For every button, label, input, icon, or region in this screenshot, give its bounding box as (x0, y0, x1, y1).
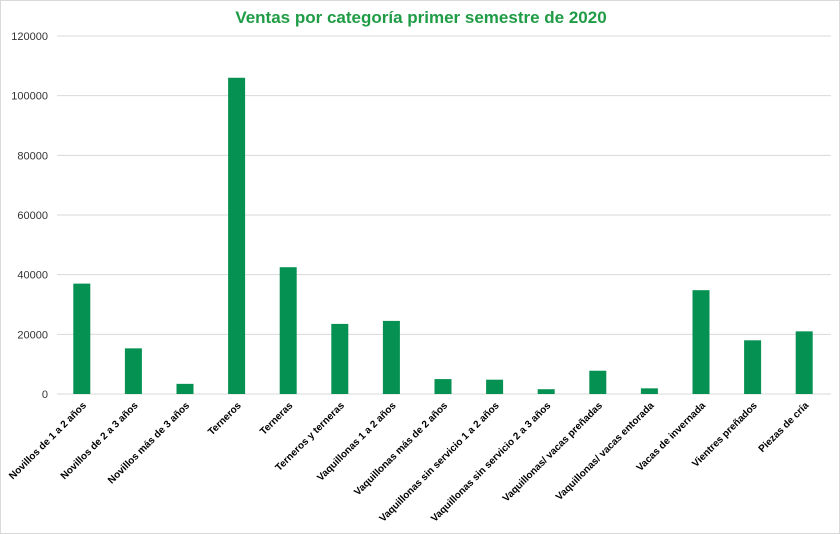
x-tick-label: Terneros (206, 400, 244, 438)
bar (692, 290, 710, 394)
bar (279, 267, 297, 394)
x-tick-label: Terneras (258, 400, 295, 437)
y-tick-label: 0 (42, 389, 48, 401)
y-tick-label: 40000 (17, 270, 48, 282)
bar (744, 340, 762, 394)
y-axis-ticks: 0 20000 40000 60000 80000 100000 120000 (11, 31, 48, 401)
y-tick-label: 120000 (11, 31, 48, 43)
bar (486, 379, 504, 394)
bar (537, 389, 555, 394)
y-tick-label: 60000 (17, 210, 48, 222)
y-tick-label: 80000 (17, 150, 48, 162)
bars (73, 77, 813, 395)
bar (331, 323, 349, 394)
y-tick-label: 20000 (17, 329, 48, 341)
y-tick-label: 100000 (11, 91, 48, 103)
bar (228, 77, 246, 395)
bar (382, 320, 400, 394)
bar (795, 331, 813, 394)
bar (124, 348, 142, 394)
x-tick-label: Piezas de cría (757, 400, 812, 455)
bar (73, 283, 91, 394)
x-tick-label: Vaquillonas/ vacas preñadas (501, 400, 605, 504)
gridlines (57, 35, 831, 395)
bar (589, 370, 607, 394)
bar (176, 383, 194, 394)
chart-title: Ventas por categoría primer semestre de … (235, 8, 606, 27)
x-tick-label: Vaquillonas/ vacas entorada (554, 400, 657, 503)
bar (434, 379, 452, 394)
bar (640, 388, 658, 394)
x-tick-label: Vaquillonas más de 2 años (352, 400, 450, 498)
